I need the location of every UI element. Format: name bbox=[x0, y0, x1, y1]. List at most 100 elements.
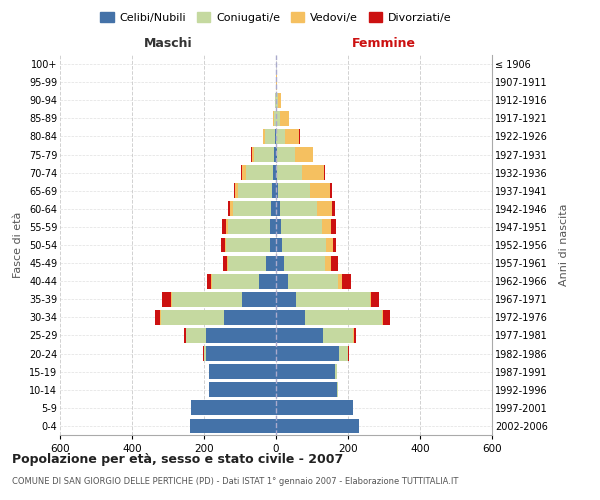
Bar bbox=[283, 238, 326, 252]
Bar bbox=[273, 111, 274, 126]
Bar bbox=[228, 256, 266, 270]
Bar bbox=[382, 310, 383, 325]
Text: Popolazione per età, sesso e stato civile - 2007: Popolazione per età, sesso e stato civil… bbox=[12, 452, 343, 466]
Bar bbox=[276, 310, 305, 325]
Bar bbox=[274, 147, 276, 162]
Bar bbox=[209, 382, 276, 397]
Bar bbox=[330, 184, 332, 198]
Bar bbox=[331, 220, 336, 234]
Bar bbox=[383, 310, 390, 325]
Bar bbox=[206, 274, 211, 288]
Bar bbox=[206, 346, 276, 361]
Bar bbox=[276, 93, 278, 108]
Bar bbox=[338, 274, 341, 288]
Bar bbox=[171, 292, 172, 306]
Bar bbox=[276, 147, 277, 162]
Bar bbox=[155, 310, 160, 325]
Bar bbox=[269, 220, 276, 234]
Bar bbox=[226, 238, 269, 252]
Text: COMUNE DI SAN GIORGIO DELLE PERTICHE (PD) - Dati ISTAT 1° gennaio 2007 - Elabora: COMUNE DI SAN GIORGIO DELLE PERTICHE (PD… bbox=[12, 478, 458, 486]
Bar bbox=[184, 328, 185, 343]
Bar bbox=[273, 165, 276, 180]
Bar bbox=[276, 346, 339, 361]
Bar bbox=[280, 202, 317, 216]
Bar bbox=[276, 328, 323, 343]
Text: Maschi: Maschi bbox=[143, 38, 193, 51]
Bar bbox=[221, 238, 224, 252]
Bar bbox=[335, 364, 337, 379]
Bar bbox=[238, 184, 272, 198]
Bar bbox=[190, 418, 276, 434]
Bar bbox=[278, 93, 281, 108]
Bar bbox=[276, 129, 285, 144]
Bar bbox=[310, 184, 330, 198]
Bar bbox=[227, 256, 228, 270]
Bar bbox=[272, 184, 276, 198]
Bar bbox=[276, 292, 296, 306]
Bar bbox=[277, 165, 302, 180]
Y-axis label: Anni di nascita: Anni di nascita bbox=[559, 204, 569, 286]
Bar bbox=[339, 346, 348, 361]
Bar bbox=[246, 165, 273, 180]
Bar bbox=[276, 202, 280, 216]
Y-axis label: Fasce di età: Fasce di età bbox=[13, 212, 23, 278]
Bar bbox=[241, 165, 242, 180]
Bar bbox=[280, 111, 289, 126]
Bar bbox=[325, 256, 331, 270]
Bar bbox=[274, 111, 276, 126]
Bar bbox=[266, 256, 276, 270]
Bar bbox=[269, 238, 276, 252]
Bar bbox=[278, 184, 310, 198]
Bar bbox=[317, 202, 332, 216]
Bar bbox=[296, 292, 370, 306]
Bar bbox=[287, 274, 338, 288]
Bar bbox=[186, 328, 206, 343]
Bar bbox=[242, 292, 276, 306]
Bar bbox=[229, 202, 230, 216]
Bar bbox=[322, 220, 331, 234]
Bar bbox=[162, 292, 171, 306]
Bar bbox=[276, 238, 283, 252]
Bar bbox=[228, 220, 269, 234]
Bar bbox=[276, 111, 280, 126]
Bar bbox=[235, 184, 238, 198]
Bar bbox=[276, 220, 281, 234]
Bar bbox=[305, 310, 382, 325]
Bar bbox=[203, 346, 204, 361]
Bar bbox=[226, 220, 228, 234]
Bar bbox=[161, 310, 224, 325]
Bar bbox=[332, 202, 335, 216]
Bar bbox=[223, 256, 227, 270]
Bar bbox=[276, 184, 278, 198]
Bar bbox=[302, 165, 324, 180]
Bar bbox=[354, 328, 356, 343]
Bar bbox=[191, 400, 276, 415]
Bar bbox=[276, 165, 277, 180]
Bar bbox=[341, 274, 350, 288]
Bar bbox=[371, 292, 379, 306]
Bar bbox=[333, 238, 337, 252]
Bar bbox=[370, 292, 371, 306]
Bar bbox=[209, 364, 276, 379]
Bar bbox=[259, 274, 276, 288]
Bar bbox=[276, 364, 335, 379]
Bar bbox=[172, 292, 242, 306]
Bar bbox=[222, 220, 226, 234]
Bar bbox=[323, 328, 353, 343]
Bar bbox=[324, 165, 325, 180]
Bar bbox=[230, 202, 233, 216]
Bar bbox=[271, 202, 276, 216]
Bar bbox=[233, 202, 271, 216]
Bar bbox=[276, 418, 359, 434]
Bar bbox=[276, 256, 284, 270]
Bar bbox=[353, 328, 354, 343]
Bar bbox=[242, 165, 246, 180]
Bar bbox=[276, 274, 287, 288]
Bar bbox=[224, 238, 226, 252]
Bar bbox=[275, 93, 276, 108]
Bar bbox=[277, 147, 295, 162]
Bar bbox=[331, 256, 338, 270]
Bar bbox=[276, 400, 353, 415]
Bar bbox=[337, 382, 338, 397]
Bar bbox=[263, 129, 265, 144]
